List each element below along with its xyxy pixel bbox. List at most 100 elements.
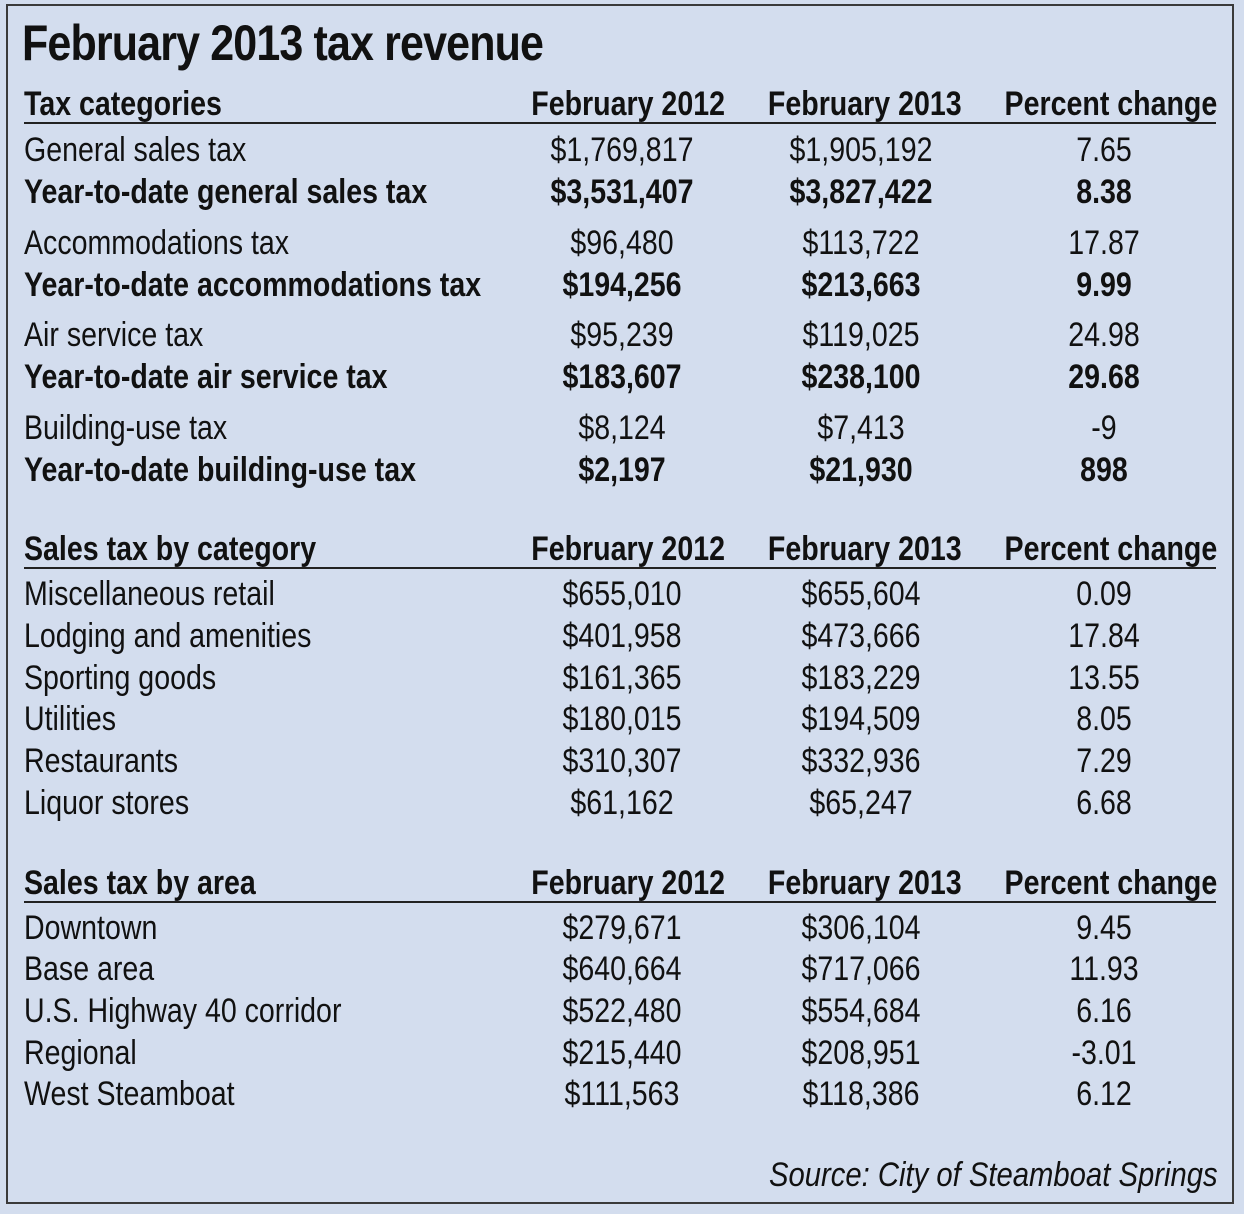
feb-2012-value: $61,162 bbox=[570, 784, 674, 822]
feb-2013-value: $332,936 bbox=[801, 742, 921, 780]
column-header: Percent change bbox=[1004, 530, 1218, 568]
row-label: General sales tax bbox=[24, 131, 247, 169]
feb-2012-value: $95,239 bbox=[570, 316, 674, 354]
percent-change-value: 17.87 bbox=[1068, 224, 1140, 262]
row-label: Air service tax bbox=[24, 316, 204, 354]
table-row: Liquor stores $61,162 $65,247 6.68 bbox=[24, 782, 1216, 824]
percent-change-value: 13.55 bbox=[1068, 659, 1140, 697]
percent-change-value: 11.93 bbox=[1069, 950, 1139, 988]
feb-2013-value: $118,386 bbox=[802, 1075, 920, 1113]
feb-2012-value: $1,769,817 bbox=[550, 131, 694, 169]
column-header: February 2012 bbox=[531, 864, 725, 902]
row-label: Downtown bbox=[24, 909, 158, 947]
row-label: Restaurants bbox=[24, 742, 178, 780]
column-header: February 2013 bbox=[767, 85, 962, 123]
feb-2012-value: $8,124 bbox=[578, 409, 666, 447]
feb-2013-value: $194,509 bbox=[801, 700, 921, 738]
table-row: Restaurants $310,307 $332,936 7.29 bbox=[24, 740, 1216, 782]
feb-2012-value: $640,664 bbox=[562, 950, 682, 988]
row-label: Base area bbox=[24, 950, 155, 988]
row-label: U.S. Highway 40 corridor bbox=[24, 992, 342, 1030]
percent-change-value: -3.01 bbox=[1071, 1034, 1137, 1072]
table-row: Year-to-date general sales tax $3,531,407… bbox=[24, 171, 1216, 213]
percent-change-value: 29.68 bbox=[1068, 358, 1140, 396]
table-row: Year-to-date building-use tax $2,197 $21,9… bbox=[24, 449, 1216, 491]
feb-2013-value: $238,100 bbox=[801, 358, 921, 396]
feb-2013-value: $119,025 bbox=[802, 316, 920, 354]
table-row: Base area $640,664 $717,066 11.93 bbox=[24, 948, 1216, 990]
feb-2013-value: $1,905,192 bbox=[789, 131, 933, 169]
column-header: February 2012 bbox=[531, 530, 725, 568]
feb-2012-value: $310,307 bbox=[562, 742, 682, 780]
feb-2013-value: $655,604 bbox=[801, 575, 921, 613]
section-header: Tax categories February 2012 February 2013… bbox=[24, 85, 1218, 124]
row-label: Miscellaneous retail bbox=[24, 575, 275, 613]
page-title: February 2013 tax revenue bbox=[22, 15, 544, 71]
feb-2013-value: $473,666 bbox=[801, 617, 921, 655]
table-row: West Steamboat $111,563 $118,386 6.12 bbox=[24, 1073, 1216, 1115]
row-label: Year-to-date general sales tax bbox=[24, 173, 428, 211]
row-label: Utilities bbox=[24, 700, 117, 738]
section-header: Sales tax by category February 2012 Februa… bbox=[24, 530, 1218, 569]
feb-2012-value: $279,671 bbox=[562, 909, 682, 947]
row-label: Liquor stores bbox=[24, 784, 190, 822]
table-row: Utilities $180,015 $194,509 8.05 bbox=[24, 698, 1216, 740]
feb-2012-value: $180,015 bbox=[562, 700, 682, 738]
percent-change-value: 6.68 bbox=[1076, 784, 1132, 822]
table-row: Accommodations tax $96,480 $113,722 17.87 bbox=[24, 222, 1216, 264]
feb-2013-value: $7,413 bbox=[817, 409, 905, 447]
column-header: February 2012 bbox=[531, 85, 725, 123]
feb-2012-value: $96,480 bbox=[570, 224, 674, 262]
percent-change-value: 24.98 bbox=[1068, 316, 1140, 354]
feb-2012-value: $401,958 bbox=[562, 617, 682, 655]
table-row: U.S. Highway 40 corridor $522,480 $554,684… bbox=[24, 990, 1216, 1032]
feb-2013-value: $554,684 bbox=[801, 992, 921, 1030]
row-label: Accommodations tax bbox=[24, 224, 290, 262]
section-title: Sales tax by area bbox=[24, 864, 256, 902]
row-label: West Steamboat bbox=[24, 1075, 235, 1113]
feb-2012-value: $655,010 bbox=[562, 575, 682, 613]
table-row: Sporting goods $161,365 $183,229 13.55 bbox=[24, 657, 1216, 699]
feb-2013-value: $21,930 bbox=[809, 451, 913, 489]
percent-change-value: 7.29 bbox=[1076, 742, 1132, 780]
feb-2013-value: $306,104 bbox=[801, 909, 921, 947]
graphic-frame bbox=[6, 4, 1234, 1204]
table-row: General sales tax $1,769,817 $1,905,192 7.6… bbox=[24, 129, 1216, 171]
feb-2013-value: $3,827,422 bbox=[789, 173, 933, 211]
column-header: February 2013 bbox=[767, 864, 962, 902]
percent-change-value: 898 bbox=[1080, 451, 1128, 489]
feb-2013-value: $183,229 bbox=[801, 659, 921, 697]
percent-change-value: 8.38 bbox=[1076, 173, 1132, 211]
feb-2012-value: $183,607 bbox=[562, 358, 682, 396]
percent-change-value: 9.99 bbox=[1076, 266, 1132, 304]
feb-2012-value: $522,480 bbox=[562, 992, 682, 1030]
table-row: Building-use tax $8,124 $7,413 -9 bbox=[24, 407, 1216, 449]
feb-2012-value: $2,197 bbox=[578, 451, 666, 489]
table-row: Year-to-date air service tax $183,607 $238… bbox=[24, 356, 1216, 398]
percent-change-value: 17.84 bbox=[1068, 617, 1140, 655]
feb-2013-value: $208,951 bbox=[801, 1034, 921, 1072]
row-label: Year-to-date air service tax bbox=[24, 358, 388, 396]
feb-2012-value: $215,440 bbox=[562, 1034, 682, 1072]
percent-change-value: -9 bbox=[1091, 409, 1117, 447]
column-header: February 2013 bbox=[767, 530, 962, 568]
percent-change-value: 8.05 bbox=[1076, 700, 1132, 738]
section-title: Sales tax by category bbox=[24, 530, 317, 568]
table-row: Miscellaneous retail $655,010 $655,604 0.09 bbox=[24, 573, 1216, 615]
section-header: Sales tax by area February 2012 February 2… bbox=[24, 864, 1218, 903]
row-label: Lodging and amenities bbox=[24, 617, 312, 655]
percent-change-value: 9.45 bbox=[1076, 909, 1132, 947]
feb-2013-value: $717,066 bbox=[801, 950, 921, 988]
row-label: Year-to-date accommodations tax bbox=[24, 266, 482, 304]
section-title: Tax categories bbox=[24, 85, 222, 123]
table-row: Regional $215,440 $208,951 -3.01 bbox=[24, 1032, 1216, 1074]
row-label: Building-use tax bbox=[24, 409, 228, 447]
row-label: Regional bbox=[24, 1034, 137, 1072]
feb-2012-value: $161,365 bbox=[562, 659, 682, 697]
table-row: Year-to-date accommodations tax $194,256 $… bbox=[24, 264, 1216, 306]
column-header: Percent change bbox=[1004, 864, 1218, 902]
percent-change-value: 6.16 bbox=[1076, 992, 1132, 1030]
source-credit: Source: City of Steamboat Springs bbox=[769, 1156, 1218, 1194]
feb-2013-value: $113,722 bbox=[802, 224, 920, 262]
column-header: Percent change bbox=[1004, 85, 1218, 123]
